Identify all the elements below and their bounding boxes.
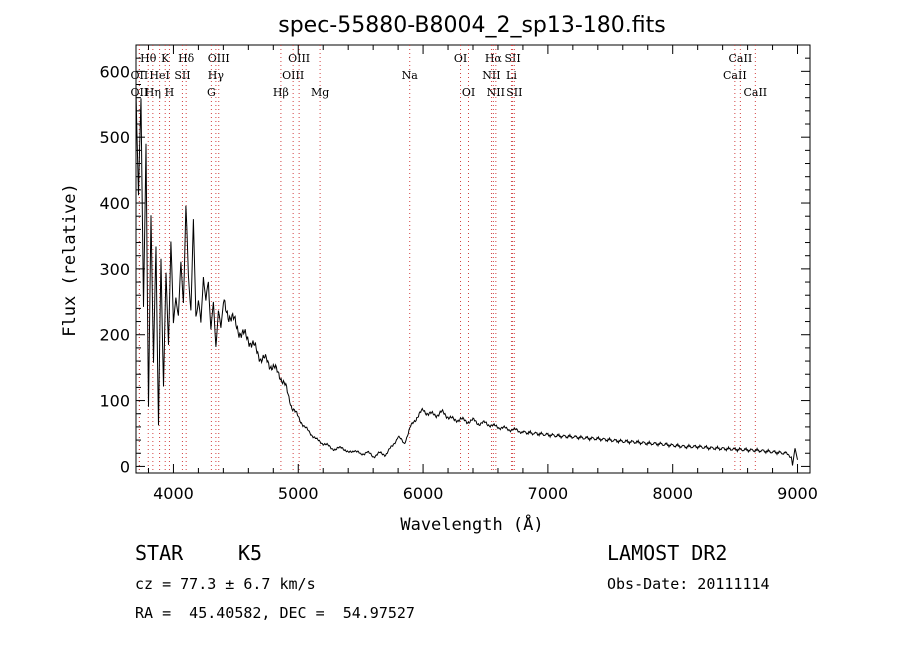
x-tick-label: 8000 [652, 484, 693, 503]
emission-line-label: Na [402, 69, 419, 82]
object-class: STAR [135, 541, 184, 565]
emission-line-label: OIII [282, 69, 304, 82]
y-tick-label: 200 [99, 326, 130, 345]
survey-name: LAMOST DR2 [607, 541, 728, 565]
emission-line-label: H [165, 86, 175, 99]
emission-line-label: CaII [743, 86, 767, 99]
y-tick-label: 100 [99, 392, 130, 411]
emission-line-label: NII [487, 86, 505, 99]
plot-frame [135, 44, 811, 474]
coordinates-line: RA = 45.40582, DEC = 54.97527 [135, 604, 415, 622]
x-tick-label: 5000 [278, 484, 319, 503]
emission-line-label: SII [174, 69, 190, 82]
redshift-line: cz = 77.3 ± 6.7 km/s [135, 575, 316, 593]
emission-line-label: SII [506, 86, 522, 99]
y-tick-label: 0 [120, 457, 130, 476]
emission-line-label: Hγ [208, 69, 225, 82]
x-tick-label: 7000 [528, 484, 569, 503]
emission-line-label: HeI [149, 69, 169, 82]
emission-line-label: Hβ [273, 86, 289, 99]
y-axis: 0 100 200 300 400 500 600 [99, 57, 810, 476]
emission-line-label: Hα [485, 52, 503, 65]
emission-line-label: OII [131, 69, 149, 82]
emission-line-label: NII [482, 69, 500, 82]
y-tick-label: 400 [99, 194, 130, 213]
emission-line-label: Hη [145, 86, 161, 99]
emission-line-label: SII [504, 52, 520, 65]
x-tick-label: 6000 [403, 484, 444, 503]
emission-line-label: OI [454, 52, 467, 65]
x-tick-label: 4000 [153, 484, 194, 503]
spectrum-line [135, 90, 798, 466]
y-tick-label: 300 [99, 260, 130, 279]
x-tick-label: 9000 [777, 484, 818, 503]
emission-line-label: OII [131, 86, 149, 99]
emission-line-label: CaII [723, 69, 747, 82]
emission-line-label: Hθ [140, 52, 157, 65]
chart-title: spec-55880-B8004_2_sp13-180.fits [278, 13, 666, 38]
emission-line-label: Mg [311, 86, 329, 99]
y-tick-label: 600 [99, 62, 130, 81]
x-axis: 4000 5000 6000 7000 8000 9000 [147, 45, 818, 503]
emission-line-label: OIII [288, 52, 310, 65]
emission-line-label: Hδ [178, 52, 195, 65]
emission-line-label: K [161, 52, 170, 65]
obs-date: Obs-Date: 20111114 [607, 575, 770, 593]
emission-line-label: Li [506, 69, 517, 82]
y-tick-label: 500 [99, 128, 130, 147]
y-axis-label: Flux (relative) [60, 183, 80, 337]
emission-line-label: OIII [208, 52, 230, 65]
emission-line-label: G [207, 86, 216, 99]
x-axis-label: Wavelength (Å) [400, 513, 543, 535]
emission-line-label: CaII [729, 52, 753, 65]
emission-line-label: OI [462, 86, 475, 99]
object-subclass: K5 [238, 541, 263, 565]
